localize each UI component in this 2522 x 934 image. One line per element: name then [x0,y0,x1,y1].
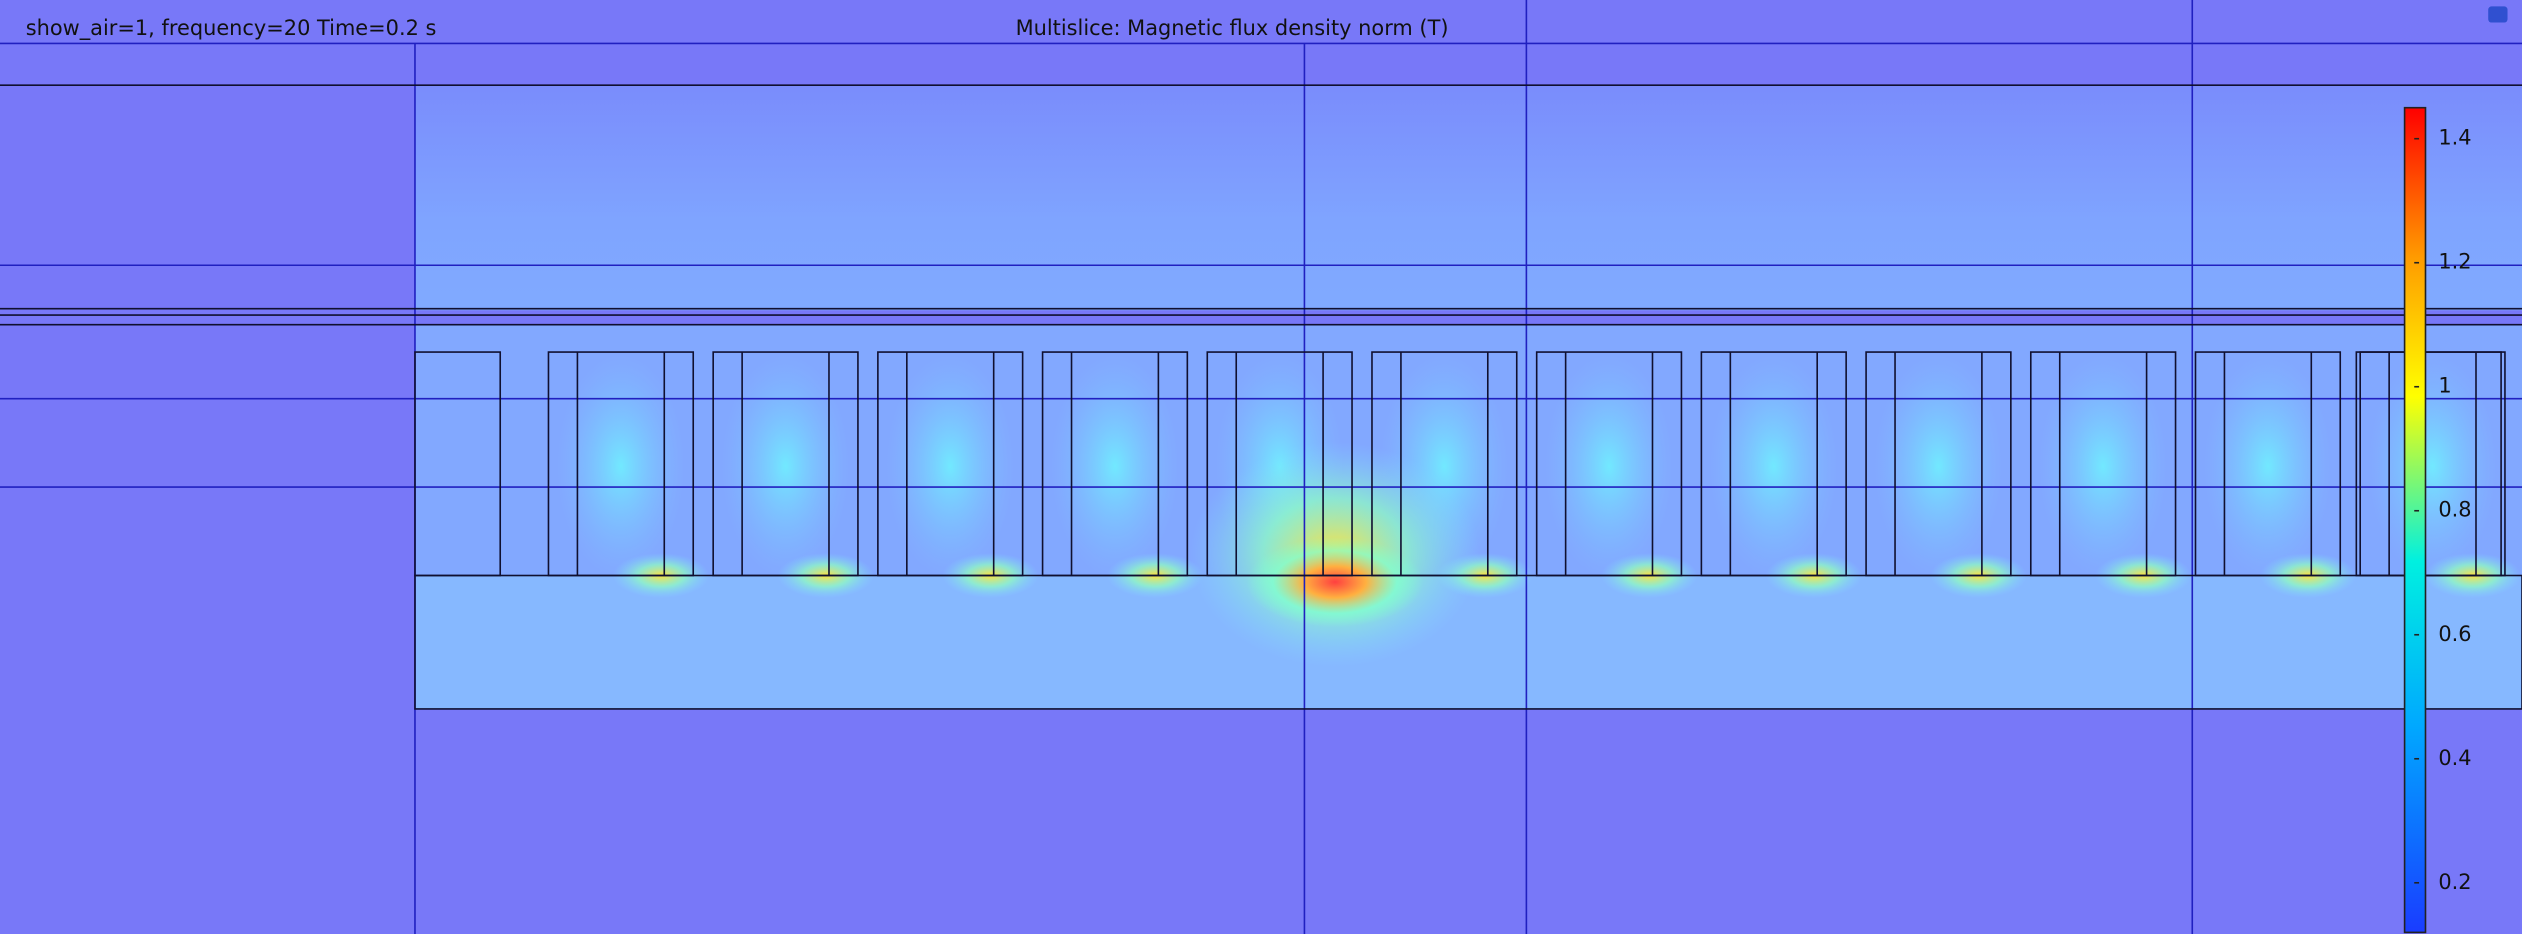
air-field [414,85,2522,311]
colorbar-tick-label: 0.2 [2438,870,2471,894]
tooth [547,351,695,577]
colorbar-tick-label: 1 [2438,374,2451,398]
colorbar-tick-label: 1.4 [2438,126,2471,150]
field-spot [1874,353,2003,579]
colorbar-tick-label: 1.2 [2438,250,2471,274]
tooth [1535,351,1683,577]
field-highlights [556,353,2522,668]
field-spot [2368,353,2497,579]
colorbar-tick-label: 0.4 [2438,746,2471,770]
field-spot [2203,353,2333,579]
tooth [1371,351,1518,577]
colorbar-tick-label: 0.8 [2438,498,2471,522]
tooth [2194,351,2342,577]
parameters-label: show_air=1, frequency=20 Time=0.2 s [26,16,437,41]
field-spot [1709,353,1839,579]
colorbar [2403,106,2427,934]
plot-title: Multislice: Magnetic flux density norm (… [1016,16,1449,40]
field-spot [721,353,850,579]
tooth [2029,351,2177,577]
tooth [1865,351,2012,577]
field-spot [885,353,1015,579]
colorbar-tick-label: 0.6 [2438,622,2471,646]
field-spot [1544,353,1674,579]
tooth [1041,351,1189,577]
tooth [877,351,1024,577]
field-spot [1246,536,1424,627]
tooth [1206,351,1353,577]
tooth [2355,351,2502,577]
toolbar-icon[interactable] [2488,6,2508,23]
teeth [547,351,2506,577]
tooth [1700,351,1847,577]
field-spot [1050,353,1180,579]
field-spot [2038,353,2168,579]
field-spot [556,353,686,579]
tooth [712,351,859,577]
